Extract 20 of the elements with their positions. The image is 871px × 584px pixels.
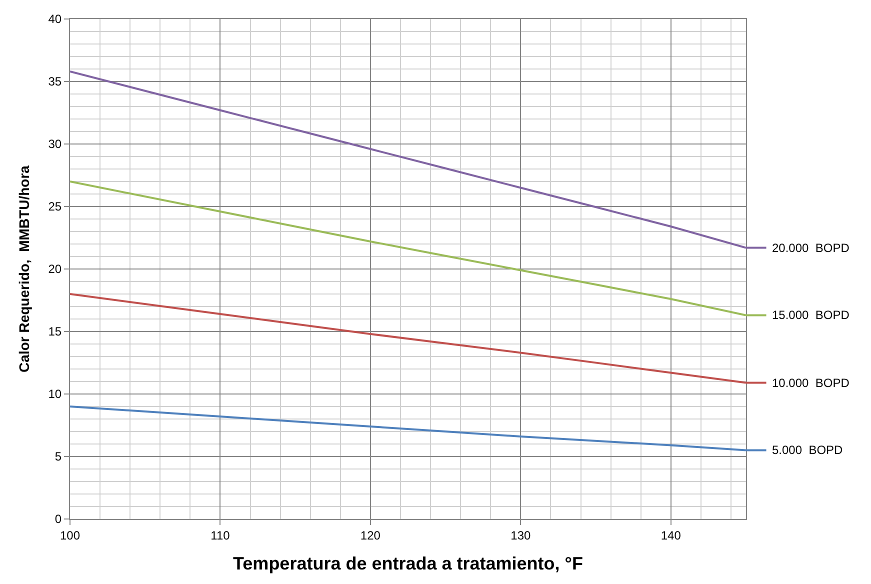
y-tick-label: 5 bbox=[54, 450, 62, 464]
legend-label: 15.000 BOPD bbox=[772, 308, 850, 322]
x-tick-label: 110 bbox=[210, 528, 230, 542]
y-tick-label: 40 bbox=[48, 12, 62, 26]
y-tick-label: 25 bbox=[48, 200, 62, 214]
x-tick-label: 100 bbox=[60, 528, 80, 542]
x-tick-label: 130 bbox=[510, 528, 531, 542]
x-tick-label: 140 bbox=[660, 528, 682, 542]
legend-label: 20.000 BOPD bbox=[772, 241, 850, 255]
legend-label: 10.000 BOPD bbox=[772, 376, 850, 390]
x-axis-title: Temperatura de entrada a tratamiento, °F bbox=[233, 554, 583, 574]
y-tick-label: 20 bbox=[48, 262, 62, 276]
legend-label: 5.000 BOPD bbox=[772, 443, 844, 457]
y-axis-title: Calor Requerido, MMBTU/hora bbox=[16, 165, 32, 372]
y-tick-label: 35 bbox=[48, 74, 62, 89]
y-tick-label: 10 bbox=[48, 387, 62, 402]
y-tick-label: 30 bbox=[48, 137, 62, 152]
y-tick-label: 15 bbox=[48, 324, 62, 339]
x-tick-label: 120 bbox=[360, 528, 381, 542]
y-tick-label: 0 bbox=[54, 512, 62, 526]
